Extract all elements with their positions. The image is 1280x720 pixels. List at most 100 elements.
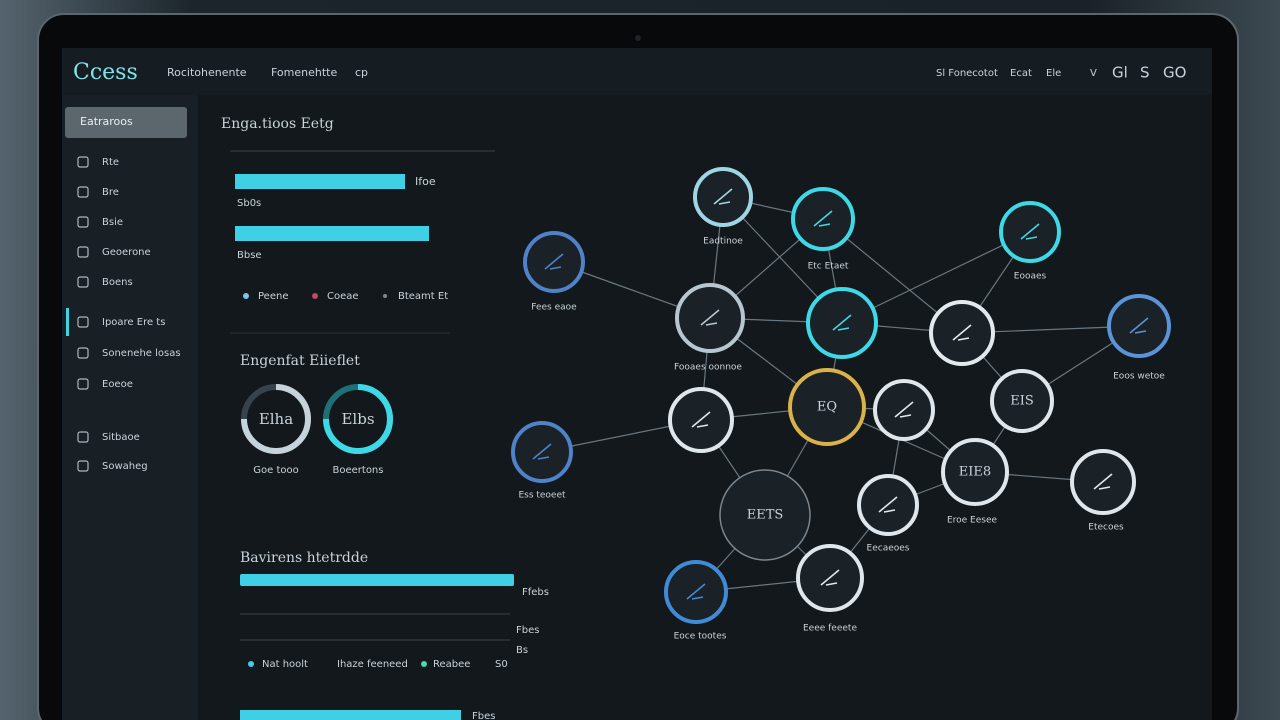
ring-label: Boeertons	[333, 465, 384, 476]
node-label: Fooaes oonnoe	[674, 363, 742, 373]
progress-bar	[235, 174, 405, 189]
sidebar-item[interactable]: Boens	[102, 277, 133, 288]
header-tool[interactable]: Ecat	[1010, 68, 1032, 79]
node[interactable]	[719, 469, 811, 561]
sidebar-icon	[77, 347, 89, 359]
node-glyph	[713, 188, 733, 205]
sidebar-item[interactable]: Sitbaoe	[102, 432, 140, 443]
camera	[635, 35, 641, 41]
sidebar-icon	[77, 431, 89, 443]
header-tool[interactable]: Gl	[1112, 64, 1128, 82]
node-label: Eecaeoes	[867, 544, 910, 554]
node-icon: EETS	[747, 508, 784, 523]
node-glyph	[894, 401, 914, 418]
brand: Ccess	[73, 60, 138, 85]
node-glyph	[691, 411, 711, 428]
nav-item[interactable]: Fomenehtte	[271, 66, 337, 79]
sidebar-item[interactable]: Sowaheg	[102, 461, 148, 472]
header-tool[interactable]: GO	[1163, 64, 1186, 82]
bar-tag: Bs	[516, 645, 528, 656]
legend-dot	[421, 661, 427, 667]
node-icon: EIE8	[959, 465, 991, 480]
sidebar-icon	[77, 460, 89, 472]
legend-label: Reabee	[433, 659, 470, 670]
legend-label: S0	[495, 659, 508, 670]
node-label: Fees eaoe	[531, 303, 577, 313]
node-glyph	[1093, 473, 1113, 490]
node-label: Eoos wetoe	[1113, 372, 1165, 382]
node-label: Eadtinoe	[703, 237, 743, 247]
node-glyph	[1020, 223, 1040, 240]
legend-label: Bteamt Et	[398, 291, 448, 302]
header-tool[interactable]: Ele	[1046, 68, 1061, 79]
node-glyph	[878, 496, 898, 513]
panel-title: Bavirens htetrdde	[240, 550, 368, 566]
sidebar-icon	[77, 186, 89, 198]
progress-bar	[240, 574, 514, 586]
node-label: Etc Etaet	[808, 262, 849, 272]
legend-label: Peene	[258, 291, 288, 302]
node[interactable]	[990, 369, 1054, 433]
sidebar-icon	[77, 316, 89, 328]
sidebar-active-label: Eatraroos	[80, 115, 133, 128]
node[interactable]	[788, 368, 866, 446]
legend-label: Coeae	[327, 291, 359, 302]
node-glyph	[544, 253, 564, 270]
node-icon: EQ	[817, 400, 837, 415]
sidebar-icon	[77, 276, 89, 288]
sidebar-item[interactable]: Sonenehe losas	[102, 348, 181, 359]
progress-bar	[235, 226, 429, 241]
bar-tag: Fbes	[472, 711, 495, 720]
ring-icon: Elbs	[341, 410, 374, 428]
bar-tag: Fbes	[516, 625, 539, 636]
sidebar-item[interactable]: Eoeoe	[102, 379, 133, 390]
sidebar-item[interactable]: Rte	[102, 157, 119, 168]
ring	[323, 384, 393, 454]
ring-icon: Elha	[259, 410, 293, 428]
legend-dot	[383, 294, 387, 298]
node-glyph	[813, 210, 833, 227]
sidebar-active-item[interactable]	[65, 107, 187, 138]
progress-bar	[240, 710, 461, 720]
sidebar-item[interactable]: Ipoare Ere ts	[102, 317, 165, 328]
sidebar-icon	[77, 378, 89, 390]
nav-item[interactable]: Rocitohenente	[167, 66, 247, 79]
node-label: Eeee feeete	[803, 624, 857, 634]
ring	[241, 384, 311, 454]
sidebar-icon	[77, 216, 89, 228]
sidebar-indicator	[66, 308, 69, 336]
panel-title: Engenfat Eiieflet	[240, 353, 360, 369]
node-glyph	[700, 309, 720, 326]
node-glyph	[1129, 317, 1149, 334]
sidebar-item[interactable]: Bsie	[102, 217, 123, 228]
node-glyph	[820, 569, 840, 586]
header-tool[interactable]: Sl Fonecotot	[936, 68, 998, 79]
header-tool[interactable]: S	[1140, 64, 1150, 82]
node[interactable]	[941, 438, 1009, 506]
sidebar-icon	[77, 156, 89, 168]
nav-item[interactable]: cp	[355, 66, 368, 79]
legend-label: Ihaze feeneed	[337, 659, 408, 670]
node-glyph	[686, 583, 706, 600]
node-glyph	[832, 314, 852, 331]
top-bar	[62, 48, 1212, 95]
node-glyph	[952, 324, 972, 341]
node-label: Ess teoeet	[518, 491, 566, 501]
sidebar-item[interactable]: Bre	[102, 187, 119, 198]
bar-tag: Ifoe	[415, 175, 436, 188]
node-label: Eroe Eesee	[947, 516, 998, 526]
legend-dot	[312, 293, 318, 299]
node-label: Etecoes	[1088, 523, 1124, 533]
node-icon: EIS	[1010, 394, 1034, 409]
ring-label: Goe tooo	[253, 465, 298, 476]
legend-label: Nat hoolt	[262, 659, 308, 670]
panel-title: Enga.tioos Eetg	[221, 116, 334, 132]
node-glyph	[532, 443, 552, 460]
sidebar-icon	[77, 246, 89, 258]
sidebar-item[interactable]: Geoerone	[102, 247, 151, 258]
legend-dot	[248, 661, 254, 667]
node-label: Eooaes	[1014, 272, 1047, 282]
network-graph: Eadtinoe Etc Etaet Fees eaoe Eooaes Fooaes o…	[511, 167, 1171, 642]
header-tool[interactable]: V	[1090, 68, 1097, 79]
